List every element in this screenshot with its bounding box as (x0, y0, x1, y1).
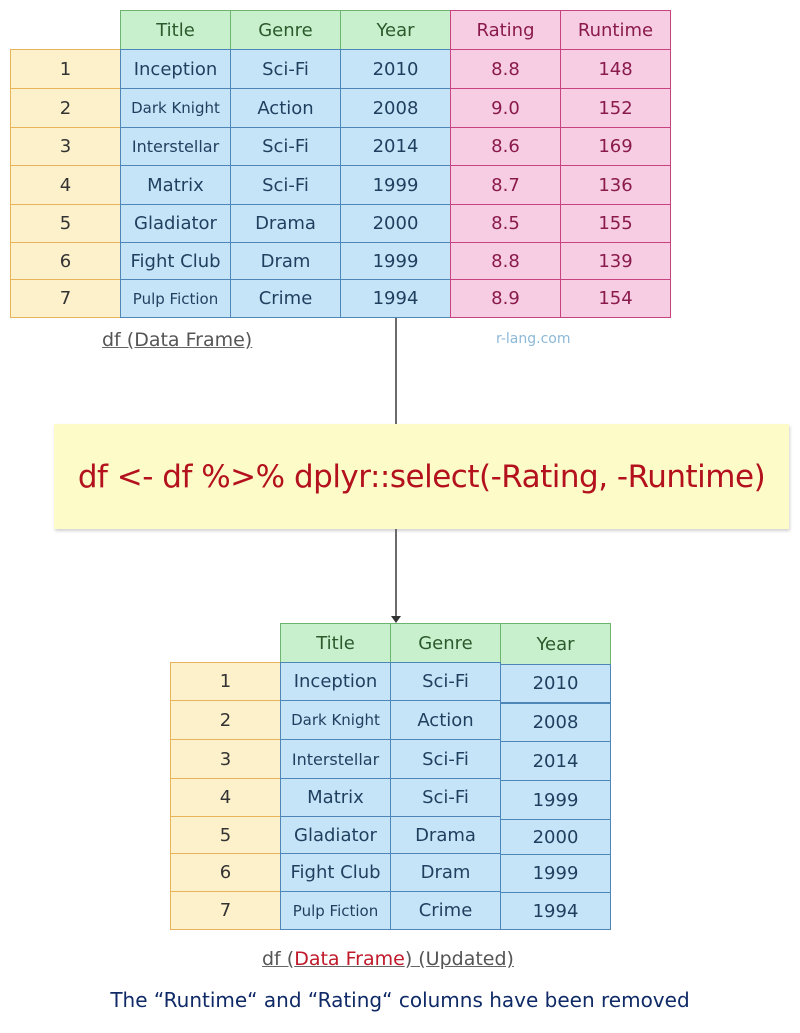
top-title-cell: Matrix (120, 165, 231, 205)
top-year-cell: 2010 (340, 49, 451, 89)
top-rating-cell: 8.7 (450, 165, 561, 205)
bottom-genre-cell: Sci-Fi (390, 778, 501, 817)
bottom-header-genre: Genre (390, 623, 501, 663)
top-genre-cell: Drama (230, 204, 341, 243)
top-runtime-cell: 148 (560, 49, 671, 89)
bottom-year-cell: 2014 (500, 741, 611, 781)
top-runtime-cell: 139 (560, 242, 671, 280)
top-runtime-cell: 155 (560, 204, 671, 243)
bottom-genre-cell: Drama (390, 816, 501, 854)
top-genre-cell: Dram (230, 242, 341, 280)
top-genre-cell: Sci-Fi (230, 49, 341, 89)
top-genre-cell: Sci-Fi (230, 127, 341, 166)
top-title-cell: Interstellar (120, 127, 231, 166)
top-header-genre: Genre (230, 10, 341, 50)
top-genre-cell: Action (230, 88, 341, 128)
top-header-year: Year (340, 10, 451, 50)
top-runtime-cell: 136 (560, 165, 671, 205)
top-index-cell: 5 (10, 204, 121, 243)
top-rating-cell: 8.9 (450, 279, 561, 318)
top-title-cell: Fight Club (120, 242, 231, 280)
top-runtime-cell: 169 (560, 127, 671, 166)
bottom-year-cell: 2000 (500, 819, 611, 855)
bottom-table-caption: df (Data Frame) (Updated) (262, 948, 514, 970)
top-rating-cell: 8.6 (450, 127, 561, 166)
bottom-title-cell: Interstellar (280, 739, 391, 779)
top-index-cell: 2 (10, 88, 121, 128)
connector-line (395, 318, 397, 424)
bottom-genre-cell: Sci-Fi (390, 739, 501, 779)
bottom-year-cell: 1994 (500, 892, 611, 930)
bottom-genre-cell: Dram (390, 853, 501, 892)
top-rating-cell: 8.8 (450, 49, 561, 89)
top-year-cell: 2008 (340, 88, 451, 128)
top-title-cell: Pulp Fiction (120, 279, 231, 318)
top-index-cell: 7 (10, 279, 121, 318)
bottom-title-cell: Pulp Fiction (280, 891, 391, 930)
top-rating-cell: 8.8 (450, 242, 561, 280)
arrow-line (395, 529, 397, 617)
top-index-cell: 4 (10, 165, 121, 205)
bottom-year-cell: 2008 (500, 703, 611, 742)
bottom-title-cell: Inception (280, 662, 391, 701)
bottom-index-cell: 2 (170, 700, 281, 740)
top-index-cell: 1 (10, 49, 121, 89)
bottom-title-cell: Dark Knight (280, 700, 391, 740)
bottom-year-cell: 1999 (500, 780, 611, 820)
bottom-title-cell: Gladiator (280, 816, 391, 854)
bottom-index-cell: 7 (170, 891, 281, 930)
top-rating-cell: 9.0 (450, 88, 561, 128)
bottom-year-cell: 1999 (500, 854, 611, 893)
caption-highlight: Data Frame (294, 948, 405, 970)
bottom-header-year: Year (500, 623, 611, 665)
arrow-down-icon (391, 616, 401, 623)
watermark: r-lang.com (496, 331, 571, 347)
top-index-cell: 6 (10, 242, 121, 280)
bottom-title-cell: Fight Club (280, 853, 391, 892)
top-year-cell: 1994 (340, 279, 451, 318)
top-title-cell: Dark Knight (120, 88, 231, 128)
top-title-cell: Gladiator (120, 204, 231, 243)
caption-suffix: ) (Updated) (404, 948, 514, 970)
top-header-runtime: Runtime (560, 10, 671, 50)
bottom-index-cell: 6 (170, 853, 281, 892)
top-table-caption: df (Data Frame) (102, 329, 253, 351)
top-genre-cell: Crime (230, 279, 341, 318)
explanation-note: The “Runtime“ and “Rating“ columns have … (110, 988, 690, 1012)
top-index-cell: 3 (10, 127, 121, 166)
bottom-title-cell: Matrix (280, 778, 391, 817)
top-runtime-cell: 154 (560, 279, 671, 318)
top-rating-cell: 8.5 (450, 204, 561, 243)
caption-prefix: df ( (262, 948, 295, 970)
bottom-genre-cell: Action (390, 700, 501, 740)
top-year-cell: 2000 (340, 204, 451, 243)
bottom-index-cell: 5 (170, 816, 281, 854)
bottom-index-cell: 4 (170, 778, 281, 817)
bottom-genre-cell: Crime (390, 891, 501, 930)
top-title-cell: Inception (120, 49, 231, 89)
bottom-year-cell: 2010 (500, 664, 611, 703)
top-year-cell: 1999 (340, 242, 451, 280)
top-year-cell: 1999 (340, 165, 451, 205)
bottom-index-cell: 1 (170, 662, 281, 701)
top-year-cell: 2014 (340, 127, 451, 166)
bottom-header-title: Title (280, 623, 391, 663)
top-header-title: Title (120, 10, 231, 50)
bottom-index-cell: 3 (170, 739, 281, 779)
bottom-genre-cell: Sci-Fi (390, 662, 501, 701)
top-header-rating: Rating (450, 10, 561, 50)
code-box: df <- df %>% dplyr::select(-Rating, -Run… (54, 424, 789, 529)
top-genre-cell: Sci-Fi (230, 165, 341, 205)
top-runtime-cell: 152 (560, 88, 671, 128)
code-statement: df <- df %>% dplyr::select(-Rating, -Run… (77, 458, 766, 495)
